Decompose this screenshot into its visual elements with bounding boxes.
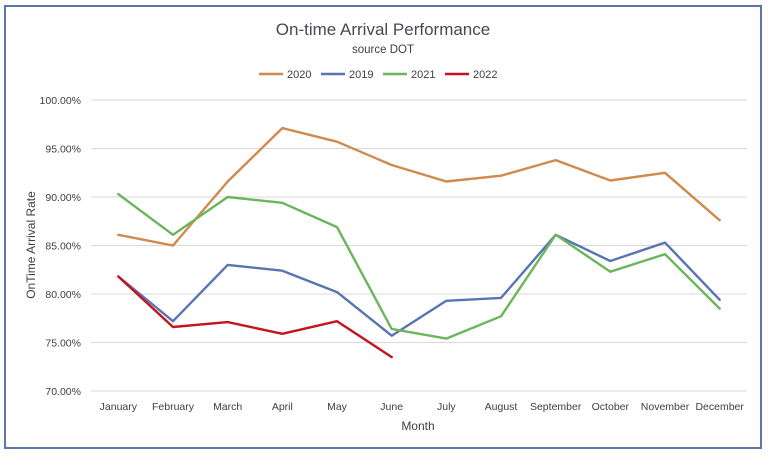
y-tick-label: 80.00% <box>45 289 81 301</box>
x-tick-label-september: September <box>530 401 582 413</box>
y-axis-ticks: 70.00% 75.00% 80.00% 85.00% 90.00% 95.00% 100.… <box>40 95 81 398</box>
legend-label-2020: 2020 <box>287 69 311 81</box>
y-tick-label: 100.00% <box>40 95 81 107</box>
series-line-2022 <box>117 275 393 359</box>
series-line-2019 <box>117 233 721 337</box>
x-axis-ticks: January February March April May June July Augu… <box>100 401 745 413</box>
x-tick-label-october: October <box>592 401 630 413</box>
y-tick-label: 90.00% <box>45 192 81 204</box>
chart-subtitle: source DOT <box>352 44 414 56</box>
gridlines <box>91 99 747 392</box>
legend-label-2022: 2022 <box>473 69 497 81</box>
chart-frame <box>4 5 762 449</box>
legend-label-2021: 2021 <box>411 69 435 81</box>
y-tick-label: 70.00% <box>45 386 81 398</box>
x-tick-label-march: March <box>213 401 242 413</box>
x-tick-label-january: January <box>100 401 138 413</box>
x-axis-title: Month <box>401 419 434 433</box>
x-tick-label-november: November <box>641 401 690 413</box>
x-tick-label-february: February <box>152 401 195 413</box>
legend: 2020 2019 2021 2022 <box>259 69 497 81</box>
y-tick-label: 95.00% <box>45 144 81 156</box>
y-tick-label: 75.00% <box>45 338 81 350</box>
x-tick-label-april: April <box>272 401 293 413</box>
legend-label-2019: 2019 <box>349 69 373 81</box>
x-tick-label-june: June <box>380 401 403 413</box>
x-tick-label-august: August <box>485 401 518 413</box>
series-lines <box>117 126 721 359</box>
y-axis-title: OnTime Arrival Rate <box>24 191 38 299</box>
x-tick-label-december: December <box>695 401 744 413</box>
chart-title: On-time Arrival Performance <box>276 20 490 39</box>
series-line-2021 <box>117 192 721 340</box>
x-tick-label-may: May <box>327 401 348 413</box>
series-line-2020 <box>117 126 721 247</box>
y-tick-label: 85.00% <box>45 241 81 253</box>
x-tick-label-july: July <box>437 401 456 413</box>
